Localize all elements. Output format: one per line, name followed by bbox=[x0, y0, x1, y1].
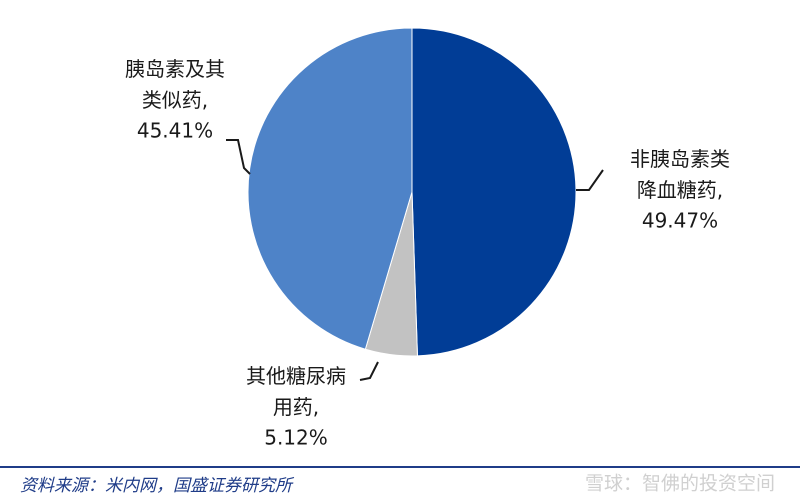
slice-label: 胰岛素及其类似药, bbox=[125, 57, 225, 112]
source-note: 资料来源：米内网，国盛证券研究所 bbox=[20, 476, 295, 496]
slice-label-line: 胰岛素及其 bbox=[125, 57, 225, 81]
watermark: 雪球：智佛的投资空间 bbox=[585, 473, 775, 495]
leader-line bbox=[359, 361, 379, 381]
slice-label-line: 非胰岛素类 bbox=[630, 147, 730, 171]
value-label: 5.12% bbox=[264, 426, 328, 450]
value-label: 49.47% bbox=[642, 209, 718, 233]
leader-line bbox=[226, 139, 251, 175]
slice-label-line: 降血糖药, bbox=[637, 178, 723, 202]
pie-slice bbox=[247, 27, 413, 350]
slice-label-line: 其他糖尿病 bbox=[246, 364, 346, 388]
value-label: 45.41% bbox=[137, 119, 213, 143]
slice-label-line: 类似药, bbox=[142, 88, 208, 112]
slice-label: 非胰岛素类降血糖药, bbox=[630, 147, 730, 202]
slice-label: 其他糖尿病用药, bbox=[246, 364, 346, 419]
pie-slice bbox=[411, 27, 577, 357]
leader-line bbox=[576, 169, 604, 191]
slice-label-line: 用药, bbox=[273, 395, 319, 419]
